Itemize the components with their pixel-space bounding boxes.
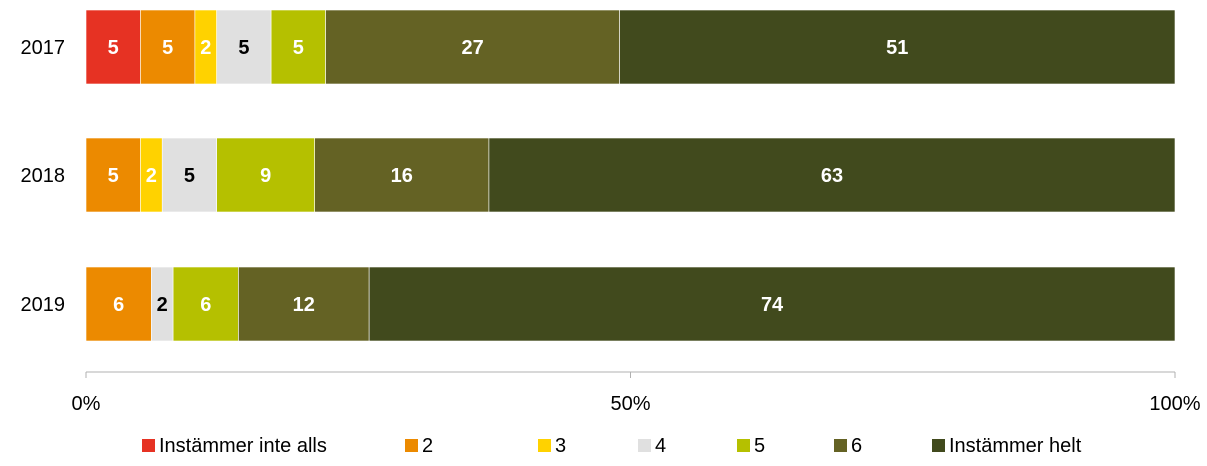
data-label-2017-series-2: 5 [162,37,173,59]
data-label-2019-series-2: 6 [113,294,124,316]
bars-group: 5 5 2 5 5 27 51 5 2 5 9 16 63 6 2 6 12 74 [85,9,1176,342]
bar-segment-2018-series-2 [85,137,141,213]
data-label-2018-series-6: 16 [391,165,413,187]
bar-segment-2017-series-2 [140,9,196,85]
bar-segment-2017-series-1 [85,9,141,85]
bar-segment-2017-series-4 [216,9,272,85]
legend-label-3: 3 [555,435,566,457]
data-label-2017-series-6: 27 [461,37,483,59]
bar-segment-2019-series-2 [85,266,152,342]
legend: Instämmer inte alls 2 3 4 5 6 Instämmer helt [142,435,1082,457]
legend-swatch-1 [142,439,155,452]
data-label-2017-series-7: 51 [886,37,908,59]
category-label-2017: 2017 [21,37,66,59]
category-label-2019: 2019 [21,294,66,316]
x-axis: 0% 50% 100% [72,371,1201,415]
bar-segment-2018-series-7 [488,137,1176,213]
bar-segment-2017-series-5 [270,9,326,85]
category-label-2018: 2018 [21,165,66,187]
legend-swatch-2 [405,439,418,452]
data-label-2019-series-7: 74 [761,294,784,316]
legend-swatch-3 [538,439,551,452]
bar-segment-2019-series-5 [172,266,239,342]
bar-segment-2017-series-7 [619,9,1176,85]
x-tick-label: 50% [610,393,650,415]
legend-label-7: Instämmer helt [949,435,1082,457]
data-label-2018-series-5: 9 [260,165,271,187]
legend-label-1: Instämmer inte alls [159,435,327,457]
bar-segment-2017-series-6 [325,9,620,85]
legend-swatch-5 [737,439,750,452]
data-label-2018-series-4: 5 [184,165,195,187]
bar-segment-2018-series-6 [314,137,490,213]
legend-swatch-4 [638,439,651,452]
category-labels: 2017 2018 2019 [21,37,66,316]
bar-segment-2018-series-5 [216,137,315,213]
data-label-2017-series-4: 5 [238,37,249,59]
bar-segment-2019-series-7 [368,266,1176,342]
data-label-2018-series-2: 5 [108,165,119,187]
legend-label-4: 4 [655,435,666,457]
data-label-2019-series-6: 12 [293,294,315,316]
bar-segment-2018-series-4 [161,137,217,213]
legend-swatch-7 [932,439,945,452]
legend-label-6: 6 [851,435,862,457]
legend-label-5: 5 [754,435,765,457]
data-label-2017-series-5: 5 [293,37,304,59]
data-label-2019-series-4: 2 [157,294,168,316]
data-label-2017-series-1: 5 [108,37,119,59]
data-label-2019-series-5: 6 [200,294,211,316]
x-tick-label: 0% [72,393,101,415]
legend-label-2: 2 [422,435,433,457]
bar-segment-2019-series-6 [238,266,370,342]
data-label-2017-series-3: 2 [200,37,211,59]
data-label-2018-series-3: 2 [146,165,157,187]
data-label-2018-series-7: 63 [821,165,843,187]
legend-swatch-6 [834,439,847,452]
x-tick-label: 100% [1149,393,1200,415]
